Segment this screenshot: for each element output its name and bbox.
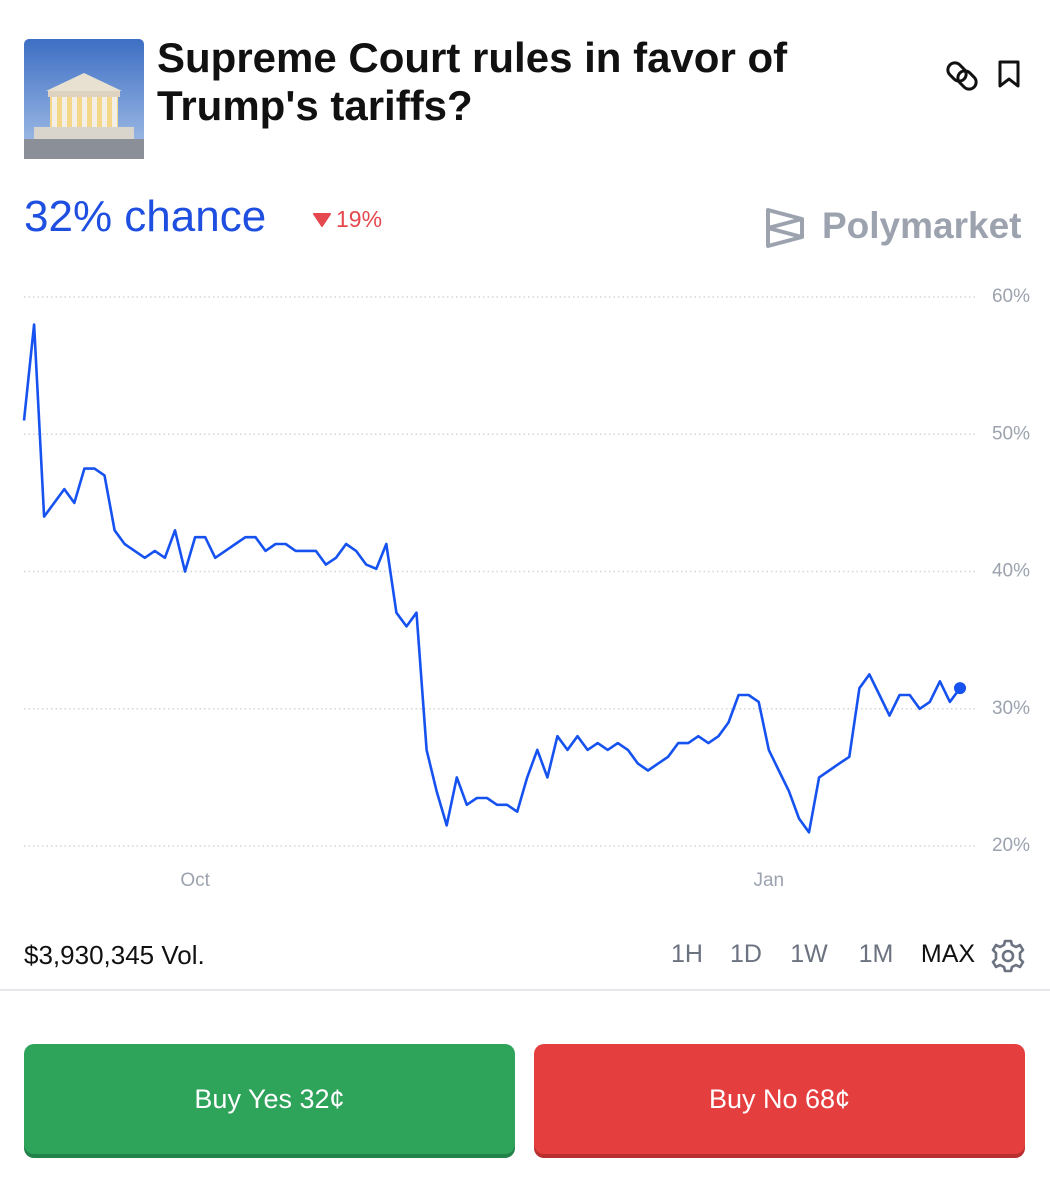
chart: 20% 30% 40% 50% 60% Oct Jan — [22, 286, 1030, 891]
brand: Polymarket — [822, 205, 1022, 246]
y-tick-label: 30% — [992, 698, 1030, 719]
down-arrow — [313, 213, 331, 227]
brand-logo — [766, 208, 804, 248]
settings-icon[interactable] — [990, 938, 1026, 974]
buy-yes-button[interactable]: Buy Yes 32¢ — [24, 1044, 515, 1154]
buy-no-button[interactable]: Buy No 68¢ — [534, 1044, 1025, 1154]
bookmark-icon[interactable] — [998, 60, 1020, 88]
price-line — [22, 323, 962, 834]
time-range-button[interactable]: MAX — [920, 940, 976, 968]
time-range-button[interactable]: 1D — [730, 940, 762, 968]
link-icon[interactable] — [946, 60, 979, 92]
x-tick-label: Jan — [753, 870, 784, 891]
x-tick-label: Oct — [180, 870, 210, 891]
chance-change: 19% — [336, 206, 383, 232]
y-tick-label: 20% — [992, 835, 1030, 856]
y-tick-label: 60% — [992, 286, 1030, 307]
divider — [0, 989, 1050, 991]
time-range-button[interactable]: 1H — [671, 940, 703, 968]
chance: 32% chance — [24, 192, 267, 241]
time-range-button[interactable]: 1M — [858, 940, 894, 968]
action-icons — [946, 60, 1020, 92]
volume: $3,930,345 Vol. — [24, 940, 205, 970]
market-image — [24, 39, 144, 159]
time-range-button[interactable]: 1W — [790, 940, 828, 968]
y-tick-label: 50% — [992, 423, 1030, 444]
last-point — [954, 682, 966, 695]
y-tick-label: 40% — [992, 561, 1030, 582]
market-title: Supreme Court rules in favor of Trump's … — [157, 34, 788, 129]
